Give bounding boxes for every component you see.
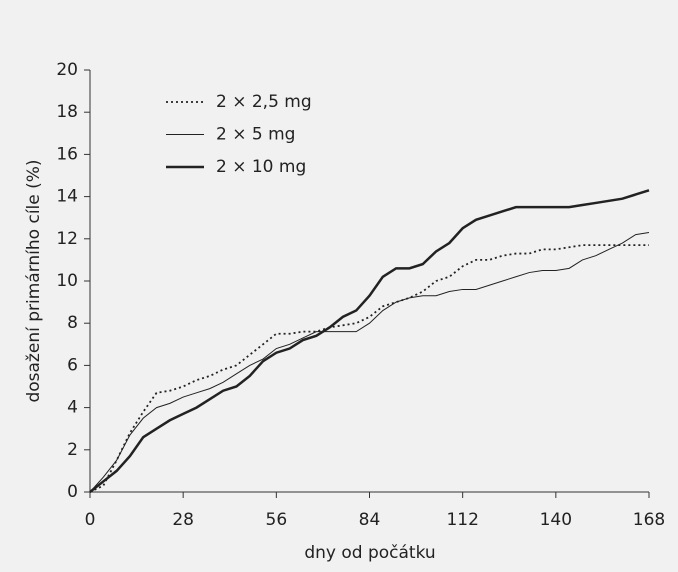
x-axis-title: dny od počátku [304, 543, 435, 563]
y-tick-label: 6 [67, 355, 78, 375]
x-tick-label: 168 [633, 510, 665, 530]
x-tick-label: 56 [266, 510, 288, 530]
series-line [89, 189, 650, 493]
x-tick-label: 84 [359, 510, 381, 530]
legend-label: 2 × 5 mg [216, 125, 295, 145]
legend-label: 2 × 10 mg [216, 157, 306, 177]
x-tick-label: 28 [172, 510, 194, 530]
y-tick-label: 0 [67, 482, 78, 502]
y-tick-label: 12 [56, 229, 78, 249]
x-tick-label: 0 [85, 510, 96, 530]
y-tick-label: 2 [67, 440, 78, 460]
y-tick-label: 8 [67, 313, 78, 333]
y-tick-label: 10 [56, 271, 78, 291]
y-tick-label: 16 [56, 144, 78, 164]
series-line [89, 231, 650, 493]
y-tick-label: 18 [56, 102, 78, 122]
x-tick-label: 112 [446, 510, 478, 530]
x-tick-label: 140 [540, 510, 572, 530]
y-tick-label: 4 [67, 398, 78, 418]
y-axis-title: dosažení primárního cíle (%) [24, 159, 44, 402]
y-tick-label: 20 [56, 60, 78, 80]
y-tick-label: 14 [56, 187, 78, 207]
legend-label: 2 × 2,5 mg [216, 92, 312, 112]
